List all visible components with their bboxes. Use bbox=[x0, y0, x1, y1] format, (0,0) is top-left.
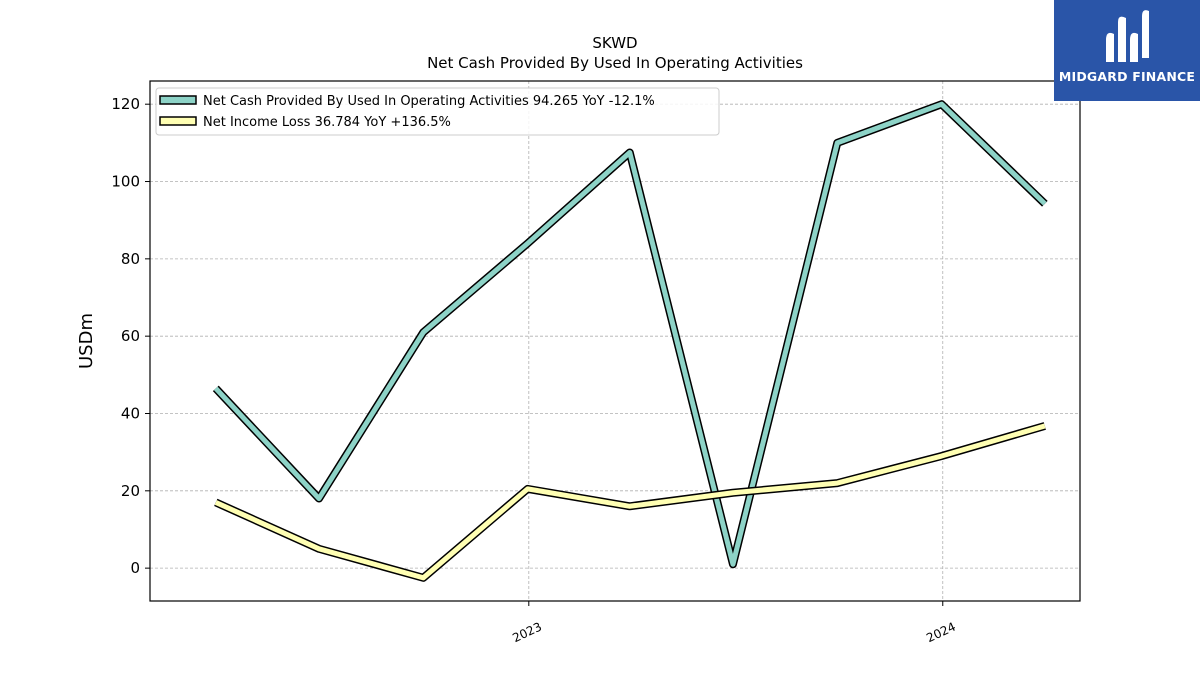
midgard-finance-logo: MIDGARD FINANCE bbox=[1054, 0, 1200, 101]
legend-box bbox=[155, 87, 720, 136]
series-outline bbox=[212, 100, 1048, 569]
chart-subtitle: Net Cash Provided By Used In Operating A… bbox=[427, 54, 803, 72]
legend-label: Net Income Loss 36.784 YoY +136.5% bbox=[203, 115, 451, 130]
series-line-1 bbox=[212, 100, 1048, 569]
y-tick-label: 0 bbox=[130, 559, 140, 577]
legend-label: Net Cash Provided By Used In Operating A… bbox=[203, 94, 655, 109]
x-tick-label: 2024 bbox=[924, 620, 958, 646]
series-line bbox=[214, 423, 1046, 581]
chart-title: SKWD bbox=[592, 34, 637, 52]
x-tick-label: 2023 bbox=[510, 620, 544, 646]
legend: Net Cash Provided By Used In Operating A… bbox=[155, 87, 720, 136]
legend-swatch bbox=[159, 95, 197, 105]
series-line bbox=[213, 101, 1047, 567]
y-tick-label: 40 bbox=[121, 404, 140, 422]
plot-area-frame bbox=[149, 80, 1081, 602]
logo-text: MIDGARD FINANCE bbox=[1058, 69, 1196, 84]
y-tick-label: 100 bbox=[111, 173, 140, 191]
y-tick-label: 120 bbox=[111, 95, 140, 113]
legend-swatch bbox=[159, 116, 197, 126]
y-tick-label: 80 bbox=[121, 250, 140, 268]
midgard-logo-icon bbox=[1106, 10, 1149, 63]
y-axis-label: USDm bbox=[76, 313, 97, 369]
y-tick-label: 60 bbox=[121, 327, 140, 345]
y-tick-label: 20 bbox=[121, 482, 140, 500]
series-line-2 bbox=[214, 422, 1046, 582]
